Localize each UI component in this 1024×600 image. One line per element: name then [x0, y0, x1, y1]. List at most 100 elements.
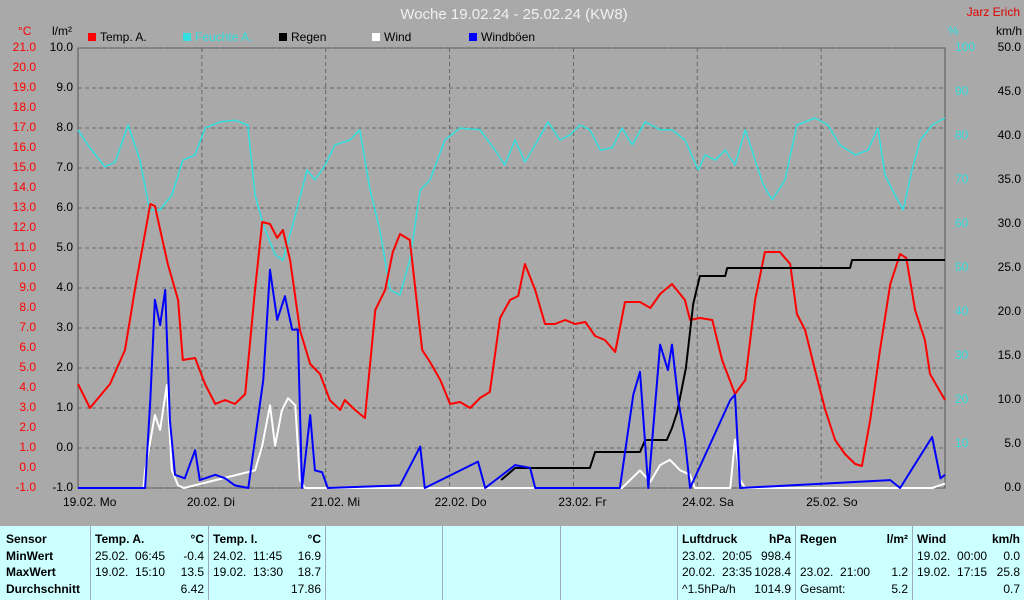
y-tick-label: 10.0 — [13, 260, 37, 274]
y-tick-label: 14.0 — [13, 180, 37, 194]
y-tick-label: 5.0 — [56, 240, 73, 254]
cell-value: 1.2 — [891, 565, 908, 579]
legend-swatch — [183, 33, 191, 41]
y-tick-label: 1.0 — [19, 440, 36, 454]
y-tick-label: 9.0 — [19, 280, 36, 294]
y-tick-label: 50 — [955, 260, 969, 274]
column-title: Temp. A. — [95, 532, 145, 546]
y-tick-label: 70 — [955, 172, 969, 186]
y-tick-label: 30.0 — [998, 216, 1022, 230]
column-unit: hPa — [768, 532, 791, 546]
y-tick-label: 60 — [955, 216, 969, 230]
cell-time: 24.02. 11:45 — [213, 548, 283, 563]
cell-time: Gesamt: — [800, 581, 846, 596]
legend-label: Temp. A. — [100, 30, 147, 44]
cell-value: 0.7 — [1003, 581, 1020, 596]
cell-time: 25.02. 06:45 — [95, 548, 166, 563]
column-divider — [325, 526, 326, 600]
y-tick-label: 9.0 — [56, 80, 73, 94]
y-tick-label: 17.0 — [13, 120, 37, 134]
cell-value: 17.86 — [290, 581, 321, 596]
row-label: Sensor — [6, 532, 47, 546]
y-tick-label: 0.0 — [1004, 480, 1021, 494]
y-tick-label: 1.0 — [56, 400, 73, 414]
y-tick-label: 2.0 — [56, 360, 73, 374]
cell-time: 23.02. 21:00 — [800, 565, 871, 579]
legend-swatch — [279, 33, 287, 41]
cell-value: 16.9 — [297, 548, 321, 563]
y-tick-label: 19.0 — [13, 80, 37, 94]
y-tick-label: 21.0 — [13, 40, 37, 54]
y-tick-label: 8.0 — [19, 300, 36, 314]
y-tick-label: 40 — [955, 304, 969, 318]
cell-time: 23.02. 20:05 — [682, 548, 753, 563]
cell-value: 25.8 — [996, 565, 1020, 579]
row-label: Durchschnitt — [6, 581, 81, 596]
series-line — [500, 259, 945, 481]
cell-value: 13.5 — [180, 565, 204, 579]
column-title: Temp. I. — [213, 532, 258, 546]
y-tick-label: 7.0 — [56, 160, 73, 174]
y-tick-label: 25.0 — [998, 260, 1022, 274]
chart: Woche 19.02.24 - 25.02.24 (KW8) Jarz Eri… — [12, 5, 1023, 510]
series-line — [78, 268, 946, 489]
axis-unit: °C — [18, 24, 32, 38]
y-tick-label: 20.0 — [13, 60, 37, 74]
y-tick-label: 6.0 — [19, 340, 36, 354]
y-tick-label: 3.0 — [56, 320, 73, 334]
author: Jarz Erich — [967, 5, 1020, 19]
cell-time: 20.02. 23:35 — [682, 565, 753, 579]
cell-time: ^1.5hPa/h — [682, 581, 736, 596]
x-tick-label: 19.02. Mo — [63, 495, 117, 509]
y-tick-label: 6.0 — [56, 200, 73, 214]
x-tick-label: 22.02. Do — [435, 495, 487, 509]
cell-time: 19.02. 13:30 — [213, 565, 284, 579]
y-tick-label: 13.0 — [13, 200, 37, 214]
y-tick-label: -1.0 — [15, 480, 36, 494]
axis-unit: % — [948, 24, 959, 38]
summary-table: Sensor MinWert MaxWert Durchschnitt Temp. A.… — [0, 526, 1024, 600]
row-label: MinWert — [6, 548, 54, 563]
y-tick-label: 0.0 — [56, 440, 73, 454]
column-divider — [677, 526, 678, 600]
y-tick-label: 20 — [955, 392, 969, 406]
y-tick-label: 10.0 — [50, 40, 74, 54]
axis-unit: km/h — [996, 24, 1022, 38]
axis-unit: l/m² — [52, 24, 72, 38]
y-tick-label: -1.0 — [52, 480, 73, 494]
legend-swatch — [469, 33, 477, 41]
y-tick-label: 8.0 — [56, 120, 73, 134]
column-divider — [912, 526, 913, 600]
cell-value: 0.0 — [1003, 548, 1020, 563]
cell-value: 1028.4 — [754, 565, 791, 579]
y-tick-label: 50.0 — [998, 40, 1022, 54]
y-tick-label: 7.0 — [19, 320, 36, 334]
y-tick-label: 18.0 — [13, 100, 37, 114]
x-tick-label: 20.02. Di — [187, 495, 235, 509]
cell-value: 1014.9 — [754, 581, 791, 596]
chart-title: Woche 19.02.24 - 25.02.24 (KW8) — [400, 6, 627, 23]
column-unit: km/h — [991, 532, 1020, 546]
legend-swatch — [88, 33, 96, 41]
x-tick-label: 24.02. Sa — [682, 495, 734, 509]
column-unit: °C — [307, 532, 321, 546]
y-tick-label: 30 — [955, 348, 969, 362]
legend-label: Regen — [291, 30, 326, 44]
y-tick-label: 40.0 — [998, 128, 1022, 142]
y-tick-label: 0.0 — [19, 460, 36, 474]
column-divider — [442, 526, 443, 600]
y-tick-label: 5.0 — [19, 360, 36, 374]
y-tick-label: 4.0 — [19, 380, 36, 394]
y-tick-label: 10 — [955, 436, 969, 450]
y-tick-label: 12.0 — [13, 220, 37, 234]
series-line — [77, 117, 946, 296]
cell-value: -0.4 — [183, 548, 204, 563]
series-line — [78, 384, 946, 489]
x-tick-label: 21.02. Mi — [311, 495, 360, 509]
y-tick-label: 15.0 — [13, 160, 37, 174]
column-title: Wind — [917, 532, 947, 546]
x-tick-label: 23.02. Fr — [558, 495, 606, 509]
y-tick-label: 4.0 — [56, 280, 73, 294]
cell-time: 19.02. 00:00 — [917, 548, 988, 563]
